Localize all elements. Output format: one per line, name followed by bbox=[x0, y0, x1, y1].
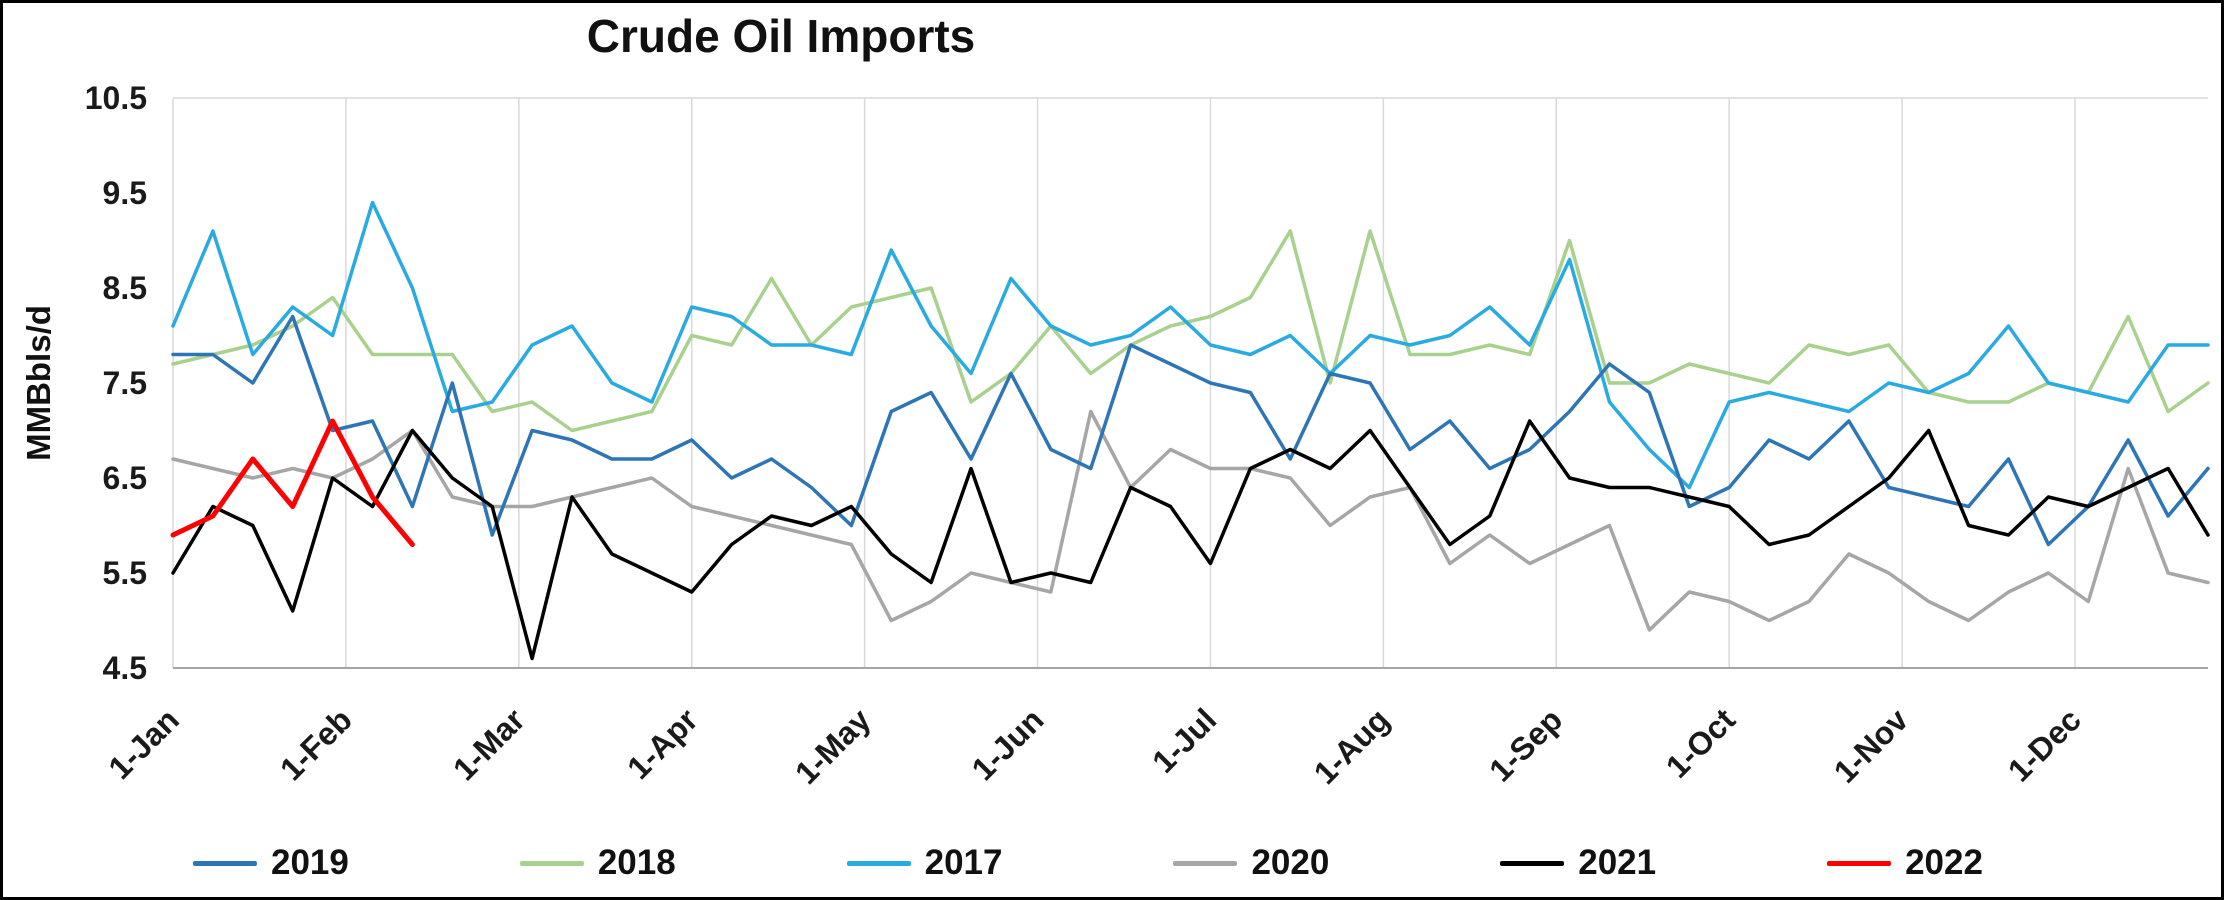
y-tick-label: 10.5 bbox=[85, 80, 147, 116]
x-tick-label: 1-Feb bbox=[273, 701, 359, 787]
legend-swatch-2017 bbox=[846, 860, 911, 866]
chart-plot-area: 1-Jan 1-Feb 1-Mar 1-Apr 1-May 1-Jun 1-Jul 1-Aug… bbox=[85, 80, 2210, 791]
legend-item-2022[interactable]: 2022 bbox=[1827, 843, 1983, 883]
legend-label-2017: 2017 bbox=[924, 843, 1003, 882]
legend-item-2017[interactable]: 2017 bbox=[846, 843, 1003, 883]
y-tick-label: 8.5 bbox=[103, 270, 147, 306]
x-tick-label: 1-Sep bbox=[1482, 701, 1569, 788]
legend-item-2021[interactable]: 2021 bbox=[1500, 843, 1656, 883]
legend: 2019 2018 2017 2020 2021 2022 bbox=[193, 843, 1983, 883]
y-tick-label: 9.5 bbox=[103, 175, 147, 211]
legend-item-2019[interactable]: 2019 bbox=[193, 843, 349, 883]
legend-item-2020[interactable]: 2020 bbox=[1173, 843, 1329, 883]
legend-swatch-2021 bbox=[1500, 860, 1565, 866]
legend-label-2022: 2022 bbox=[1905, 843, 1983, 882]
chart-title: Crude Oil Imports bbox=[586, 10, 976, 62]
series-line-2018[interactable] bbox=[171, 229, 2210, 433]
x-tick-label: 1-Apr bbox=[620, 701, 705, 786]
series-line-2021[interactable] bbox=[171, 419, 2210, 661]
y-tick-label: 4.5 bbox=[103, 650, 147, 686]
legend-label-2018: 2018 bbox=[597, 843, 676, 882]
y-tick-label: 5.5 bbox=[103, 555, 147, 591]
x-tick-label: 1-May bbox=[788, 701, 878, 791]
x-tick-label: 1-Jul bbox=[1145, 701, 1223, 779]
legend-label-2020: 2020 bbox=[1251, 843, 1330, 882]
x-tick-label: 1-Aug bbox=[1307, 701, 1397, 791]
x-tick-label: 1-Jan bbox=[101, 701, 186, 786]
x-tick-label: 1-Nov bbox=[1827, 701, 1915, 789]
x-tick-label: 1-Oct bbox=[1659, 701, 1743, 785]
x-tick-label: 1-Mar bbox=[446, 701, 532, 787]
series-line-2019[interactable] bbox=[171, 314, 2210, 547]
legend-label-2019: 2019 bbox=[271, 843, 349, 882]
series-line-2017[interactable] bbox=[171, 200, 2210, 490]
legend-swatch-2019 bbox=[193, 860, 257, 866]
y-tick-label: 6.5 bbox=[103, 460, 147, 496]
legend-swatch-2022 bbox=[1827, 860, 1892, 866]
legend-swatch-2018 bbox=[519, 860, 584, 866]
legend-swatch-2020 bbox=[1173, 860, 1238, 866]
y-tick-label: 7.5 bbox=[103, 365, 147, 401]
x-tick-label: 1-Dec bbox=[2001, 701, 2088, 788]
legend-item-2018[interactable]: 2018 bbox=[519, 843, 676, 883]
series-line-2022[interactable] bbox=[170, 418, 415, 547]
series-line-2020[interactable] bbox=[171, 409, 2210, 632]
legend-label-2021: 2021 bbox=[1578, 843, 1657, 882]
x-tick-label: 1-Jun bbox=[965, 701, 1051, 787]
